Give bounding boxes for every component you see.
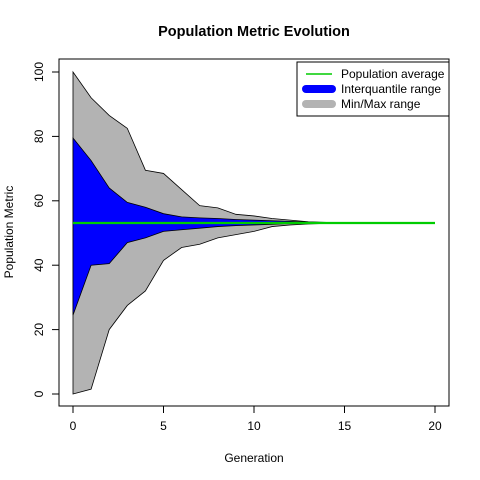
x-tick-label-2: 10	[247, 419, 261, 433]
y-tick-label-1: 20	[32, 323, 46, 337]
y-axis: 0 20 40 60 80 100	[32, 62, 60, 397]
y-tick-label-2: 40	[32, 258, 46, 272]
legend-label-2: Min/Max range	[341, 97, 421, 111]
x-tick-label-1: 5	[160, 419, 167, 433]
y-tick-label-0: 0	[32, 390, 46, 397]
y-tick-label-4: 80	[32, 129, 46, 143]
chart-title: Population Metric Evolution	[158, 24, 350, 40]
x-tick-label-4: 20	[428, 419, 442, 433]
y-tick-label-3: 60	[32, 194, 46, 208]
band-layer	[72, 70, 435, 395]
legend-label-1: Interquantile range	[341, 82, 441, 96]
y-axis-label: Population Metric	[2, 186, 16, 279]
x-tick-label-3: 15	[338, 419, 352, 433]
x-tick-label-0: 0	[70, 419, 77, 433]
legend-label-0: Population average	[341, 67, 445, 81]
x-axis-label: Generation	[224, 451, 283, 465]
x-axis: 0 5 10 15 20	[70, 405, 442, 433]
y-tick-label-5: 100	[32, 62, 46, 82]
